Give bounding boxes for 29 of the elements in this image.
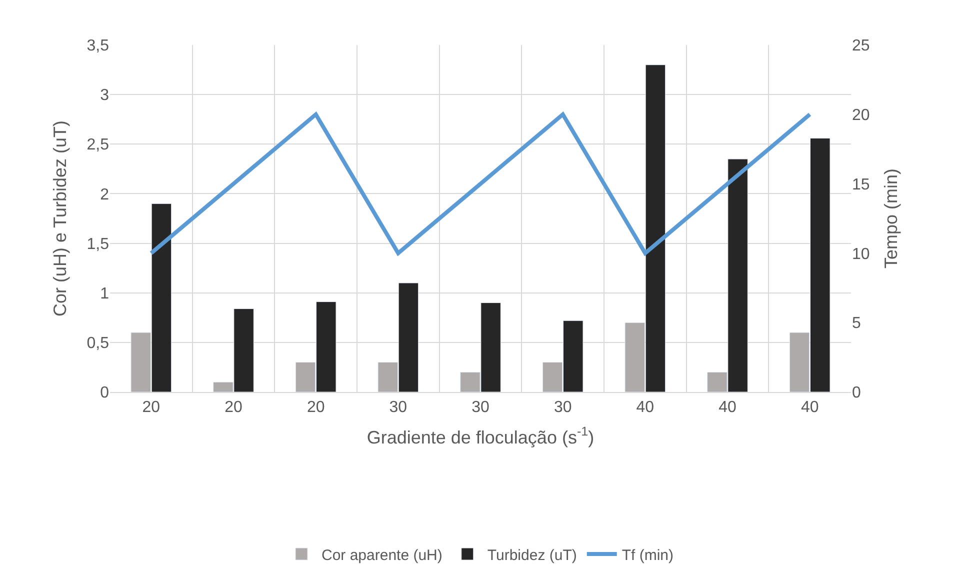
y-tick-label: 2,5	[86, 136, 110, 154]
x-tick-label: 30	[472, 399, 490, 416]
legend-label: Tf (min)	[622, 546, 674, 564]
y2-tick-label: 0	[852, 384, 861, 402]
y-axis-title: Cor (uH) e Turbidez (uT)	[50, 120, 70, 317]
y-tick-label: 3	[100, 87, 110, 104]
x-tick-label: 20	[306, 399, 325, 416]
x-axis-title: Gradiente de floculação (s$^{-1}$)	[366, 424, 594, 448]
y2-tick-label: 5	[852, 315, 861, 332]
x-tick-label: 40	[636, 399, 654, 416]
y2-tick-label: 20	[852, 107, 870, 124]
y2-tick-label: 25	[852, 38, 870, 55]
y-tick-label: 1,5	[86, 236, 110, 253]
x-tick-label: 40	[800, 399, 819, 416]
x-tick-label: 20	[224, 399, 242, 416]
legend-label: Cor aparente (uH)	[322, 546, 442, 564]
x-tick-label: 30	[389, 399, 408, 416]
x-tick-label: 30	[554, 399, 572, 416]
legend-label: Turbidez (uT)	[487, 546, 577, 564]
y2-tick-label: 10	[852, 246, 870, 263]
x-tick-label: 40	[718, 399, 736, 416]
y-tick-label: 3,5	[86, 38, 110, 55]
y-tick-label: 1	[100, 285, 110, 302]
y2-axis-title: Tempo (min)	[881, 168, 901, 269]
y2-tick-label: 15	[852, 176, 870, 194]
y-tick-label: 0,5	[86, 335, 110, 352]
y-tick-label: 2	[100, 186, 110, 204]
x-tick-label: 20	[142, 399, 160, 416]
y-tick-label: 0	[100, 384, 110, 402]
